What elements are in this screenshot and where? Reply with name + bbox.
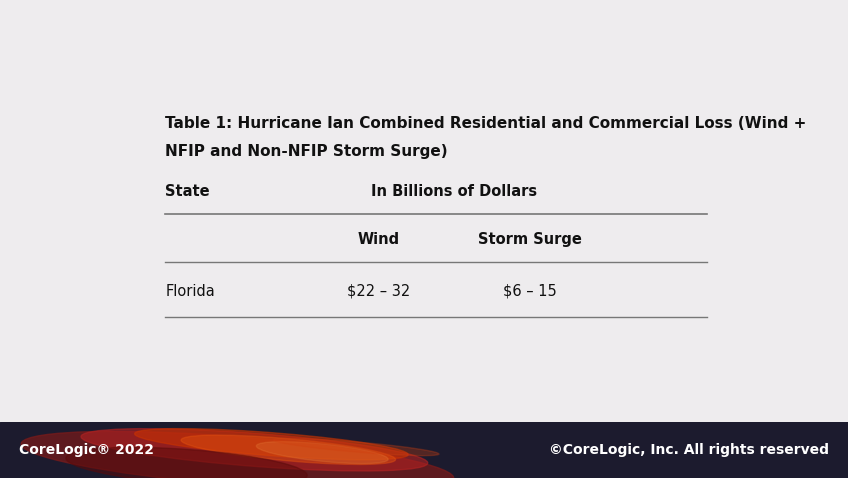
Ellipse shape [66,447,307,478]
Ellipse shape [256,442,388,464]
Text: $6 – 15: $6 – 15 [503,283,557,299]
Text: Florida: Florida [165,283,215,299]
Text: Storm Surge: Storm Surge [478,232,582,247]
Ellipse shape [135,429,408,460]
Text: State: State [165,184,209,199]
Text: $22 – 32: $22 – 32 [347,283,410,299]
Text: In Billions of Dollars: In Billions of Dollars [371,184,538,199]
Text: CoreLogic® 2022: CoreLogic® 2022 [19,443,153,457]
Ellipse shape [273,438,439,456]
Ellipse shape [181,435,395,465]
Text: Table 1: Hurricane Ian Combined Residential and Commercial Loss (Wind +: Table 1: Hurricane Ian Combined Resident… [165,116,806,131]
Ellipse shape [81,429,427,471]
Text: ©CoreLogic, Inc. All rights reserved: ©CoreLogic, Inc. All rights reserved [550,443,829,457]
Text: Wind: Wind [358,232,399,247]
Text: NFIP and Non-NFIP Storm Surge): NFIP and Non-NFIP Storm Surge) [165,144,448,159]
Ellipse shape [21,431,454,478]
